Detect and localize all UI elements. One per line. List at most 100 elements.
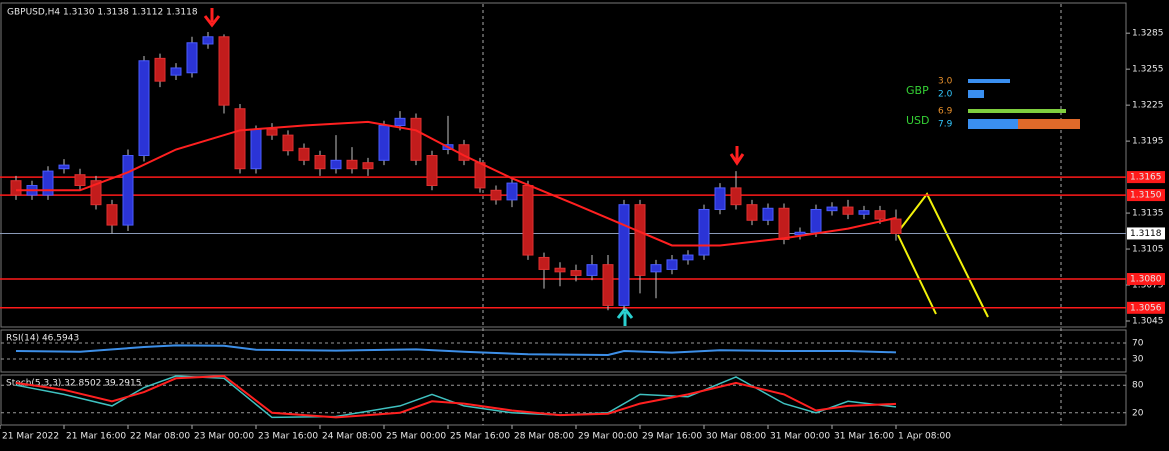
stoch-title: Stoch(5,3,3) 32.8502 39.2915 bbox=[6, 379, 141, 389]
bar-deco bbox=[968, 79, 1010, 83]
arrow bbox=[897, 192, 989, 318]
candle-body bbox=[666, 259, 678, 270]
candle-body bbox=[42, 170, 54, 196]
chart-title: GBPUSD,H4 1.3130 1.3138 1.3112 1.3118 bbox=[7, 8, 198, 18]
x-tick-label: 22 Mar 08:00 bbox=[130, 432, 190, 442]
x-tick-label: 30 Mar 08:00 bbox=[706, 432, 766, 442]
candle-body bbox=[634, 204, 646, 276]
candle-body bbox=[170, 67, 182, 76]
candle-body bbox=[650, 264, 662, 273]
x-tick-label: 25 Mar 16:00 bbox=[450, 432, 510, 442]
main-panel-frame bbox=[0, 2, 1127, 328]
candle-body bbox=[682, 254, 694, 261]
y-tick-label: 1.3195 bbox=[1132, 137, 1164, 147]
y-tick-label: 80 bbox=[1132, 381, 1144, 391]
rsi-line bbox=[15, 344, 897, 357]
candle-body bbox=[106, 204, 118, 226]
signal-arrow bbox=[729, 146, 745, 166]
candle-body bbox=[426, 155, 438, 186]
candle-body bbox=[794, 231, 806, 236]
signal-arrow bbox=[616, 306, 634, 326]
candle-body bbox=[730, 187, 742, 206]
candle-body bbox=[474, 162, 486, 189]
candle-body bbox=[490, 189, 502, 201]
candle-body bbox=[602, 264, 614, 306]
candle-body bbox=[714, 187, 726, 210]
annotation-arrows bbox=[897, 192, 989, 318]
candle-body bbox=[618, 204, 630, 306]
bar-deco bbox=[968, 90, 984, 98]
x-tick-label: 25 Mar 00:00 bbox=[386, 432, 446, 442]
candle-body bbox=[154, 57, 166, 82]
candle-body bbox=[314, 155, 326, 170]
candle-body bbox=[778, 207, 790, 240]
candle-body bbox=[378, 125, 390, 161]
candle-body bbox=[234, 108, 246, 170]
stoch-panel-frame bbox=[0, 374, 1127, 426]
level-label: 1.3165 bbox=[1130, 173, 1162, 183]
y-tick-label: 1.3105 bbox=[1132, 245, 1164, 255]
candle-body bbox=[138, 60, 150, 157]
candle-body bbox=[810, 208, 822, 233]
x-tick-label: 31 Mar 00:00 bbox=[770, 432, 830, 442]
candle-body bbox=[410, 117, 422, 161]
price-label-box bbox=[1127, 227, 1165, 240]
candle-body bbox=[746, 204, 758, 221]
moving-average bbox=[16, 120, 897, 247]
candle-body bbox=[858, 210, 870, 215]
rsi-title: RSI(14) 46.5943 bbox=[6, 334, 79, 344]
candle-body bbox=[538, 256, 550, 270]
x-tick-label: 21 Mar 16:00 bbox=[66, 432, 126, 442]
y-tick-label: 1.3285 bbox=[1132, 29, 1164, 39]
level-label: 1.3056 bbox=[1130, 303, 1162, 313]
price-label: 1.3118 bbox=[1130, 229, 1162, 239]
strength-value: 7.9 bbox=[938, 120, 953, 130]
currency: GBP bbox=[906, 84, 929, 97]
strength-bars bbox=[968, 79, 1080, 129]
x-tick-label: 23 Mar 16:00 bbox=[258, 432, 318, 442]
strength-value: 3.0 bbox=[938, 77, 953, 87]
y-tick-label: 1.3075 bbox=[1132, 281, 1164, 291]
bar-deco bbox=[968, 109, 1066, 113]
candle-body bbox=[826, 206, 838, 212]
y-tick-label: 70 bbox=[1132, 339, 1144, 349]
strength-value: 6.9 bbox=[938, 107, 953, 117]
candle-body bbox=[250, 128, 262, 170]
y-tick-label: 1.3045 bbox=[1132, 317, 1164, 327]
arrow bbox=[897, 234, 937, 315]
candle-body bbox=[186, 42, 198, 74]
candle-body bbox=[586, 264, 598, 276]
candle-body bbox=[506, 182, 518, 201]
x-tick-label: 28 Mar 08:00 bbox=[514, 432, 574, 442]
level-label-box bbox=[1127, 273, 1165, 286]
candle-body bbox=[570, 270, 582, 276]
candle-body bbox=[522, 184, 534, 256]
candle-body bbox=[890, 218, 902, 234]
x-tick-label: 23 Mar 00:00 bbox=[194, 432, 254, 442]
candle-body bbox=[346, 159, 358, 170]
rsi-panel-frame bbox=[0, 329, 1127, 373]
strength-meter: GBP 3.0 2.0 USD 6.9 7.9 bbox=[906, 77, 1080, 130]
candle-body bbox=[58, 164, 70, 170]
candle-body bbox=[122, 155, 134, 226]
x-tick-label: 31 Mar 16:00 bbox=[834, 432, 894, 442]
candle-body bbox=[874, 210, 886, 220]
candle-body bbox=[330, 159, 342, 170]
y-tick-label: 30 bbox=[1132, 355, 1144, 365]
candle-body bbox=[698, 208, 710, 256]
stoch-signal bbox=[15, 374, 897, 419]
candle-body bbox=[282, 134, 294, 152]
candle-body bbox=[74, 174, 86, 186]
level-label-box bbox=[1127, 171, 1165, 184]
level-label-box bbox=[1127, 301, 1165, 314]
candle-body bbox=[842, 206, 854, 215]
y-tick-label: 1.3135 bbox=[1132, 209, 1164, 219]
bar-deco bbox=[968, 119, 1080, 129]
candle-body bbox=[362, 162, 374, 170]
x-tick-label: 21 Mar 2022 bbox=[2, 432, 59, 442]
x-tick-label: 29 Mar 16:00 bbox=[642, 432, 702, 442]
y-tick-label: 20 bbox=[1132, 408, 1144, 418]
